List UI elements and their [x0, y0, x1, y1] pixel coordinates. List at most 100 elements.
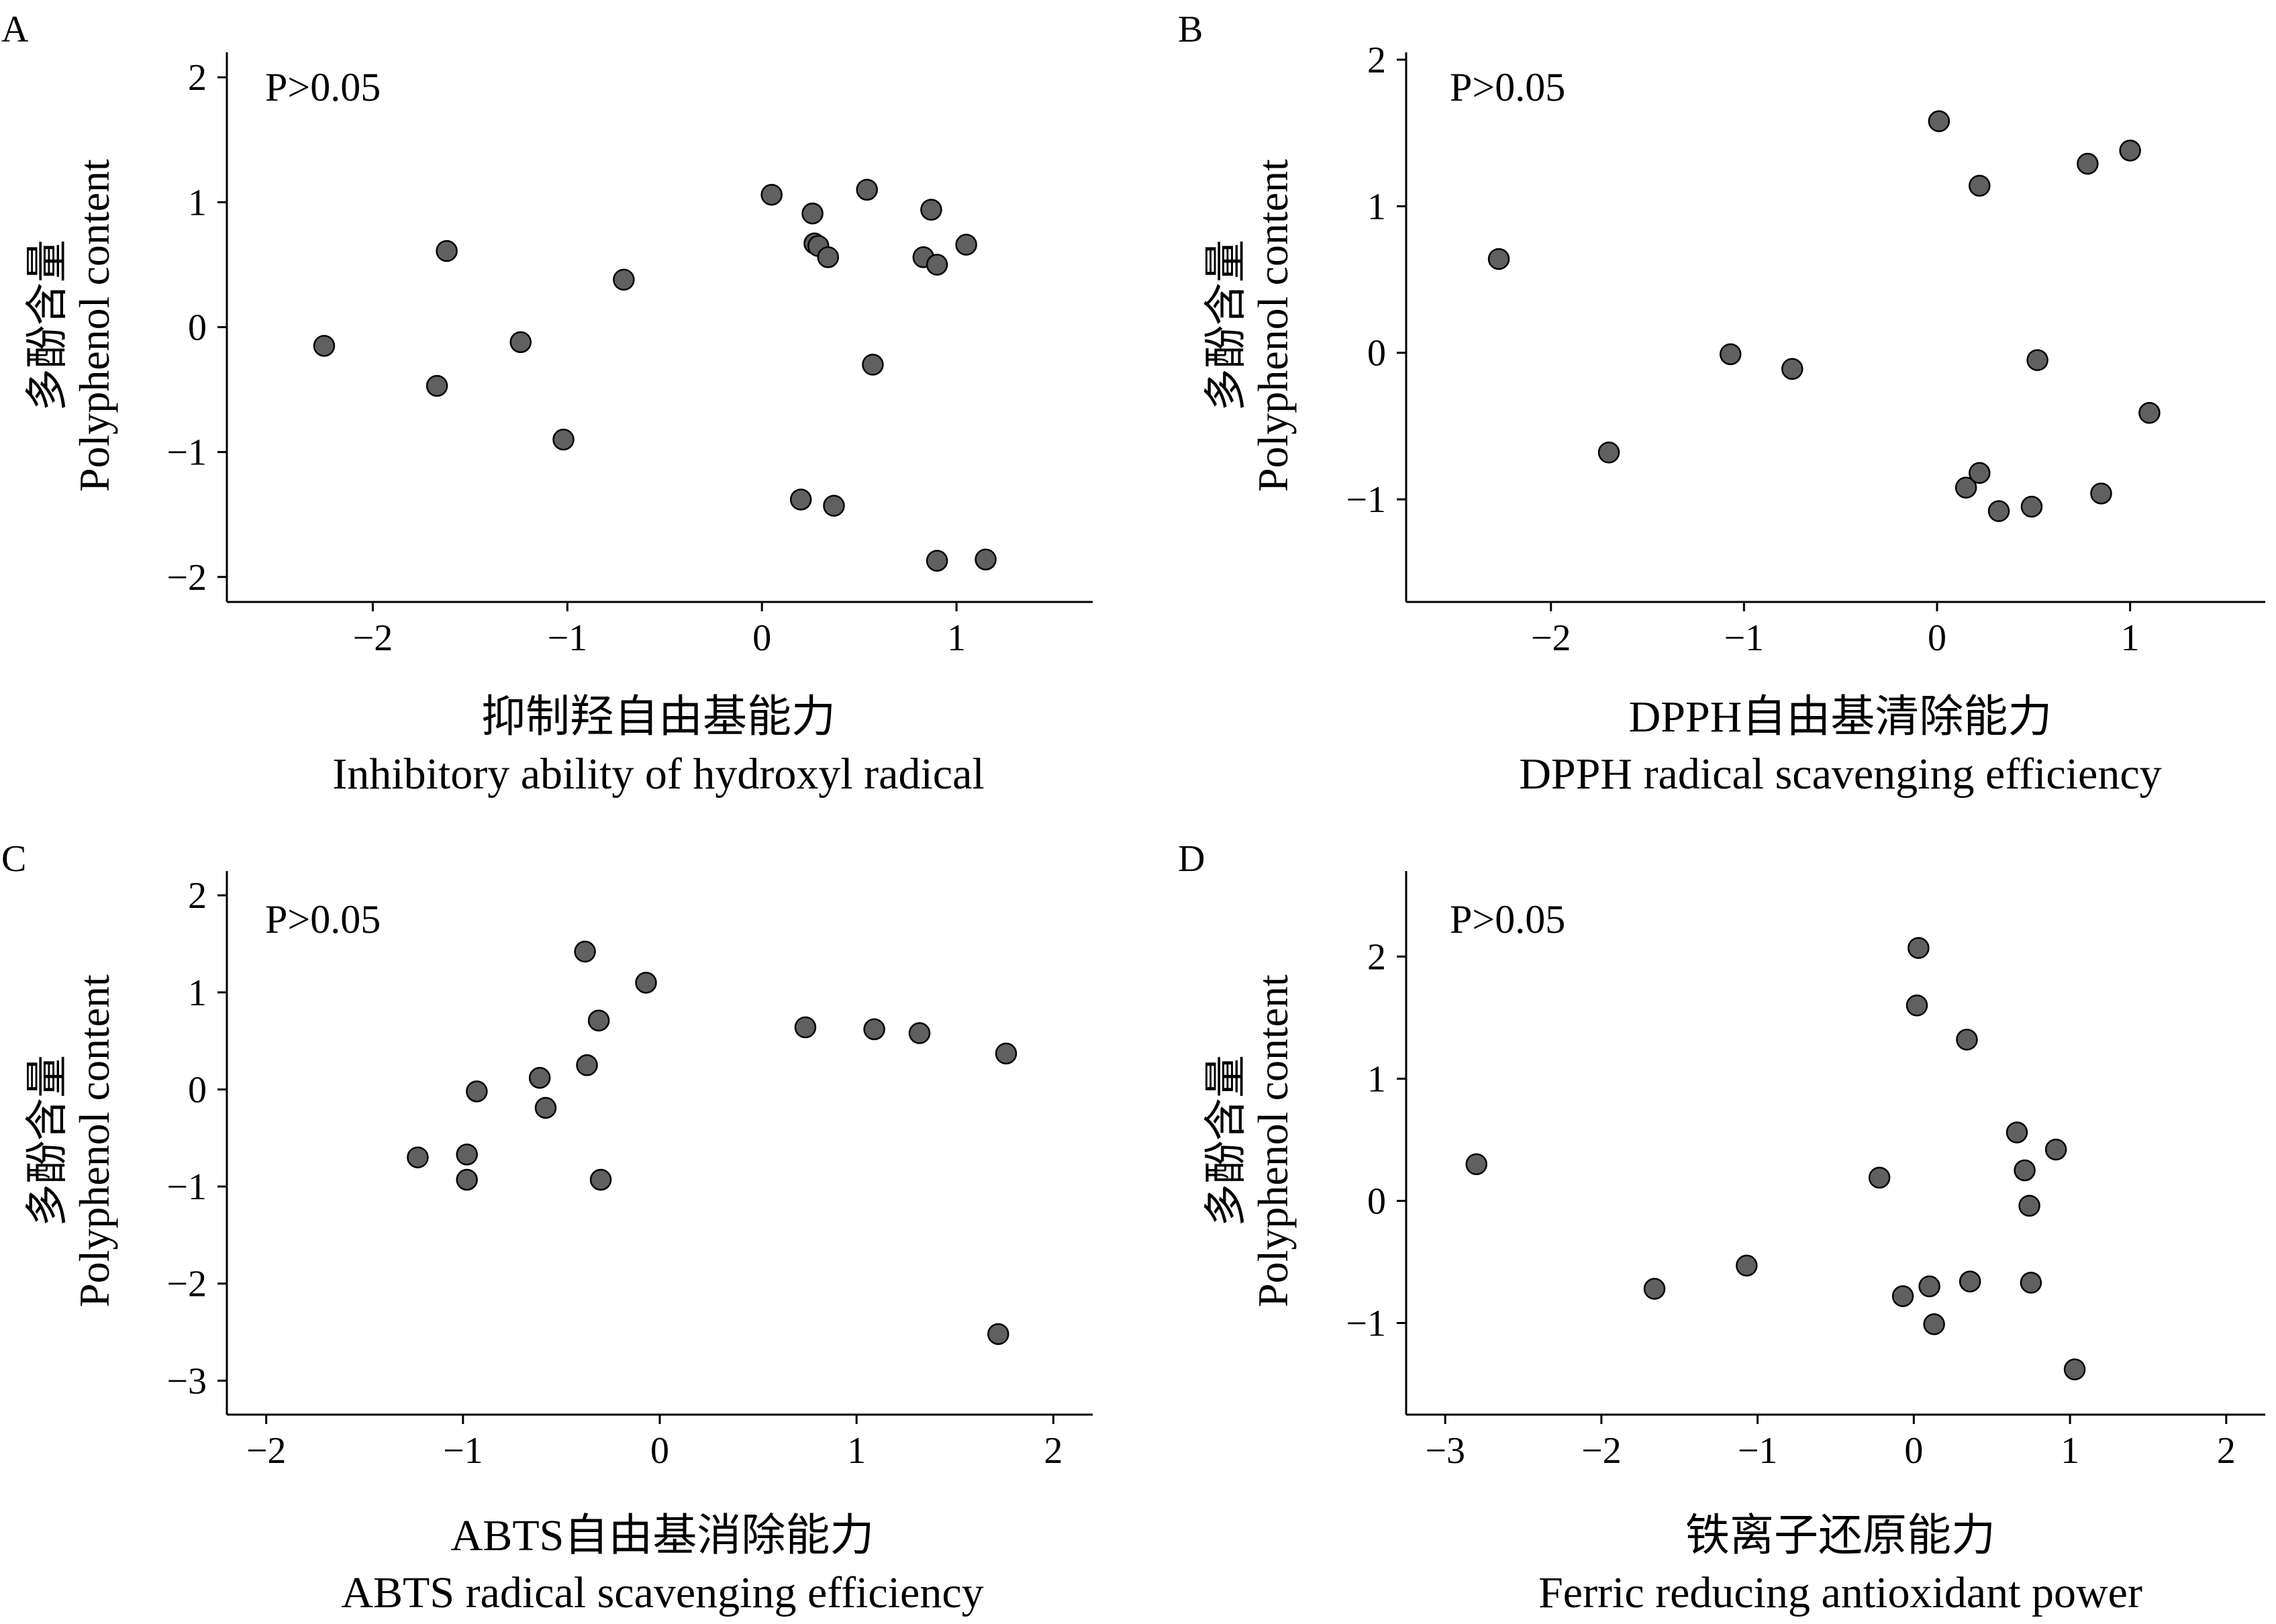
data-point	[587, 1009, 610, 1031]
data-point	[1987, 500, 2010, 522]
x-tick-label: 1	[947, 617, 966, 659]
y-axis-label-cn: 多酚含量	[23, 240, 71, 411]
x-axis-label-cn: 铁离子还原能力	[1685, 1511, 1995, 1560]
y-axis-label-en: Polyphenol content	[70, 974, 118, 1307]
data-point	[801, 202, 824, 225]
y-tick-label: 2	[1367, 936, 1386, 978]
data-point	[2063, 1358, 2086, 1380]
x-axis-label-cn: DPPH自由基清除能力	[1629, 693, 2052, 742]
data-point	[2044, 1138, 2067, 1161]
x-tick-label: −2	[1531, 617, 1571, 659]
x-tick-label: 0	[1904, 1430, 1923, 1472]
data-point	[760, 183, 783, 206]
panel-d: D P>0.05 多酚含量 Polyphenol content 铁离子还原能力…	[1178, 838, 2265, 1617]
data-point	[574, 940, 596, 963]
x-tick-label: 0	[752, 617, 771, 659]
data-point	[552, 428, 575, 451]
data-point	[1906, 994, 1928, 1017]
data-point	[2077, 152, 2099, 175]
y-axis-label-en: Polyphenol content	[70, 159, 118, 492]
data-point	[313, 335, 336, 357]
data-point	[2014, 1159, 2036, 1182]
data-point	[1891, 1285, 1914, 1307]
data-point	[2020, 1272, 2042, 1294]
x-tick-label: 2	[1044, 1430, 1062, 1472]
x-tick-label: −2	[246, 1430, 287, 1472]
data-point	[509, 331, 532, 354]
data-point	[1928, 110, 1950, 132]
data-point	[1955, 476, 1977, 499]
p-value-annotation: P>0.05	[1450, 897, 1565, 942]
y-tick-label: 1	[188, 182, 207, 223]
y-tick-label: 0	[188, 307, 207, 349]
data-point	[436, 240, 458, 262]
panel-letter: A	[1, 9, 29, 50]
panel-c: C P>0.05 多酚含量 Polyphenol content ABTS自由基…	[1, 838, 1093, 1617]
x-axis-label-en: DPPH radical scavenging efficiency	[1519, 750, 2161, 799]
data-point	[456, 1144, 478, 1166]
p-value-annotation: P>0.05	[265, 897, 381, 942]
data-point	[456, 1168, 478, 1191]
data-point	[2020, 495, 2043, 518]
data-point	[863, 1018, 885, 1041]
x-tick-label: 0	[1928, 617, 1946, 659]
panel-a: A P>0.05 多酚含量 Polyphenol content 抑制羟自由基能…	[1, 9, 1093, 799]
x-axis-label-en: Ferric reducing antioxidant power	[1538, 1568, 2142, 1617]
panel-letter: C	[1, 838, 26, 880]
data-point	[1969, 174, 1991, 197]
x-tick-label: −3	[1425, 1430, 1465, 1472]
data-point	[823, 495, 845, 517]
data-point	[987, 1323, 1009, 1346]
x-tick-label: 0	[650, 1430, 669, 1472]
x-tick-label: 1	[2121, 617, 2140, 659]
data-point	[1487, 248, 1510, 270]
data-point	[926, 550, 948, 572]
panel-letter: B	[1178, 9, 1203, 50]
y-tick-label: −2	[166, 557, 207, 599]
data-point	[466, 1080, 488, 1103]
data-point	[1643, 1278, 1666, 1300]
x-tick-label: 1	[2061, 1430, 2079, 1472]
data-point	[407, 1146, 429, 1168]
y-tick-label: −1	[166, 1166, 207, 1208]
y-tick-label: −1	[166, 432, 207, 474]
data-point	[613, 268, 635, 291]
data-point	[1908, 937, 1930, 959]
data-point	[528, 1066, 551, 1089]
y-tick-label: 2	[1367, 40, 1386, 81]
data-point	[920, 199, 942, 221]
data-point	[2026, 349, 2048, 371]
x-axis-label-en: Inhibitory ability of hydroxyl radical	[332, 750, 984, 799]
data-points	[1487, 110, 2161, 522]
y-axis-label-en: Polyphenol content	[1249, 159, 1297, 492]
data-point	[975, 548, 997, 570]
data-point	[1923, 1313, 1945, 1335]
p-value-annotation: P>0.05	[1450, 65, 1565, 109]
data-point	[1736, 1254, 1758, 1277]
data-point	[589, 1168, 612, 1191]
data-point	[635, 972, 657, 994]
data-point	[1465, 1153, 1487, 1176]
x-tick-label: −1	[443, 1430, 483, 1472]
y-tick-label: 1	[1367, 186, 1386, 227]
y-axis-label-cn: 多酚含量	[23, 1055, 71, 1227]
data-point	[862, 354, 884, 376]
data-point	[1781, 358, 1803, 380]
y-tick-label: 1	[1367, 1058, 1386, 1100]
data-point	[1969, 462, 1991, 485]
x-tick-label: −1	[1724, 617, 1765, 659]
data-point	[576, 1054, 598, 1076]
data-point	[1956, 1028, 1978, 1051]
x-tick-label: −2	[353, 617, 393, 659]
y-tick-label: 2	[188, 875, 207, 917]
p-value-annotation: P>0.05	[265, 65, 381, 109]
data-point	[2006, 1121, 2028, 1144]
data-point	[995, 1042, 1018, 1065]
data-point	[1597, 441, 1620, 464]
x-tick-label: −1	[1738, 1430, 1778, 1472]
data-point	[1959, 1270, 1981, 1292]
data-point	[1868, 1166, 1891, 1189]
y-tick-label: 0	[1367, 1180, 1386, 1222]
x-axis-label-cn: ABTS自由基消除能力	[451, 1511, 875, 1560]
